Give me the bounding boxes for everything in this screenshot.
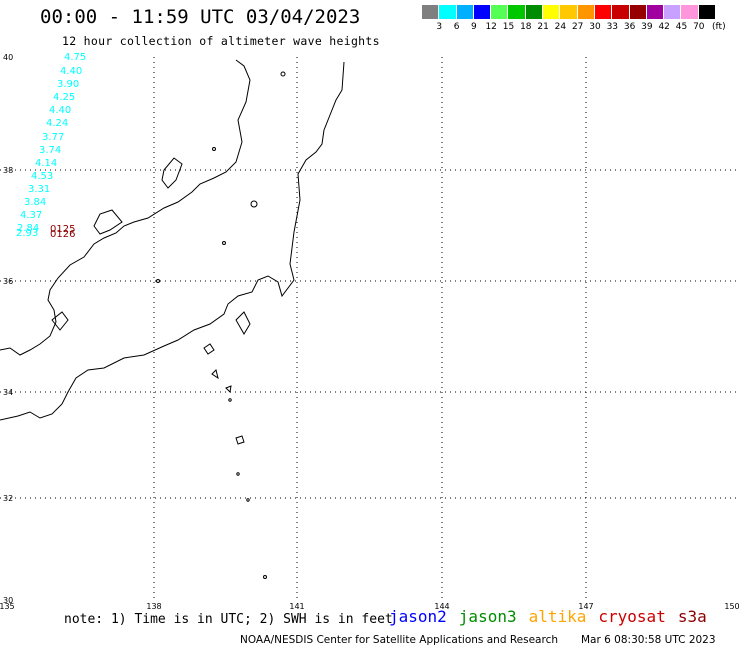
colorbar-label: 33 <box>606 22 619 32</box>
wave-height-value: 4.25 <box>53 92 75 103</box>
colorbar-label: 42 <box>658 22 670 32</box>
colorbar-swatch <box>594 5 613 19</box>
wave-height-value: 3.77 <box>42 132 64 143</box>
wave-height-value: 4.14 <box>35 158 57 169</box>
honshu-coastline <box>0 59 345 421</box>
latitude-label: 36 <box>3 277 13 286</box>
colorbar-swatch <box>629 5 647 19</box>
islet-4 <box>222 241 226 245</box>
altimeter-observations: 4.75 4.40 3.90 4.25 4.40 4.24 3.77 3.74 4.14 4.53… <box>16 52 86 240</box>
colorbar-swatch <box>491 5 509 19</box>
islet-9 <box>263 575 267 579</box>
izu-isle-1 <box>211 369 219 380</box>
colorbar-label: 12 <box>485 22 497 32</box>
colorbar-swatch <box>698 5 717 19</box>
colorbar-label: 9 <box>471 22 477 32</box>
credit-line: NOAA/NESDIS Center for Satellite Applica… <box>240 634 558 646</box>
page-title: 00:00 - 11:59 UTC 03/04/2023 <box>40 6 361 28</box>
colorbar-swatch <box>422 5 440 19</box>
colorbar-label: 30 <box>589 22 601 32</box>
colorbar-label: 24 <box>554 22 567 32</box>
colorbar-swatch <box>646 5 665 19</box>
coastline <box>0 59 345 579</box>
latitude-label: 34 <box>3 388 13 397</box>
longitude-label: 150 <box>724 602 739 610</box>
colorbar-swatch <box>664 5 682 19</box>
islet-5 <box>156 279 160 283</box>
boso-peninsula <box>235 311 251 335</box>
colorbar-swatch <box>508 5 526 19</box>
colorbar-label: 39 <box>641 22 653 32</box>
awaji-island <box>51 311 69 331</box>
colorbar-swatch <box>439 5 457 19</box>
colorbar-label: 21 <box>537 22 549 32</box>
islet-3 <box>250 200 258 208</box>
legend-item: jason2 <box>389 607 447 626</box>
legend-item: jason3 <box>458 607 517 626</box>
colorbar-label: 6 <box>453 22 460 32</box>
latitude-label: 32 <box>3 494 13 503</box>
colorbar-label: 18 <box>520 22 532 32</box>
colorbar-swatch <box>543 5 561 19</box>
latitude-label: 40 <box>3 53 13 62</box>
colorbar-swatch <box>473 5 492 19</box>
wave-height-value: 3.84 <box>24 197 46 208</box>
wave-height-value: 2.93 <box>16 228 38 239</box>
sado-island <box>161 157 183 189</box>
colorbar-swatch <box>681 5 699 19</box>
noto-peninsula <box>93 209 123 235</box>
pass-time-label: 0126 <box>50 229 75 240</box>
wave-height-value: 3.31 <box>28 184 50 195</box>
colorbar <box>422 5 717 19</box>
islet-8 <box>246 498 250 502</box>
longitude-label: 141 <box>289 602 304 610</box>
longitude-label: 138 <box>146 602 161 610</box>
footer-note: note: 1) Time is in UTC; 2) SWH is in fe… <box>64 612 393 627</box>
colorbar-swatch <box>577 5 595 19</box>
legend-item: cryosat <box>598 607 666 626</box>
longitude-label: 144 <box>434 602 449 610</box>
wave-height-value: 4.40 <box>49 105 71 116</box>
wave-height-value: 4.53 <box>31 171 53 182</box>
wave-height-value: 4.37 <box>20 210 42 221</box>
colorbar-label: 45 <box>675 22 688 32</box>
satellite-legend: jason2 jason3 altika cryosat s3a <box>389 607 707 626</box>
colorbar-label: 3 <box>436 22 443 32</box>
islet-6 <box>228 398 232 402</box>
colorbar-label: 27 <box>571 22 584 32</box>
hachijo <box>235 435 245 445</box>
islet-2 <box>212 147 216 151</box>
wave-height-value: 3.74 <box>39 145 61 156</box>
latitude-label: 38 <box>3 166 13 175</box>
colorbar-label: 36 <box>623 22 636 32</box>
latitude-label: 30 <box>3 596 13 605</box>
colorbar-swatch <box>456 5 474 19</box>
islet-1 <box>280 71 286 77</box>
colorbar-swatch <box>612 5 630 19</box>
wave-height-value: 4.24 <box>46 118 68 129</box>
legend-item: altika <box>528 607 587 626</box>
colorbar-swatch <box>560 5 578 19</box>
legend-item: s3a <box>677 607 707 626</box>
colorbar-labels: 3 6 9 12 15 18 21 24 27 30 33 36 39 42 45 70 (ft) <box>422 22 740 34</box>
longitude-label: 147 <box>578 602 593 610</box>
colorbar-label: 70 <box>693 22 705 32</box>
oshima <box>203 343 215 355</box>
graticule <box>0 57 740 600</box>
colorbar-label: 15 <box>502 22 515 32</box>
longitude-label: 135 <box>0 602 15 610</box>
wave-height-value: 3.90 <box>57 79 79 90</box>
page-subtitle: 12 hour collection of altimeter wave hei… <box>62 34 380 48</box>
pass-time-label: 0125 <box>50 224 75 235</box>
colorbar-unit: (ft) <box>712 22 726 32</box>
wave-height-value: 4.75 <box>64 52 86 63</box>
generated-timestamp: Mar 6 08:30:58 UTC 2023 <box>581 634 716 646</box>
islet-7 <box>236 472 240 476</box>
wave-height-value: 2.84 <box>17 223 39 234</box>
wave-height-value: 4.40 <box>60 66 82 77</box>
colorbar-swatch <box>525 5 544 19</box>
izu-isle-2 <box>225 385 232 394</box>
